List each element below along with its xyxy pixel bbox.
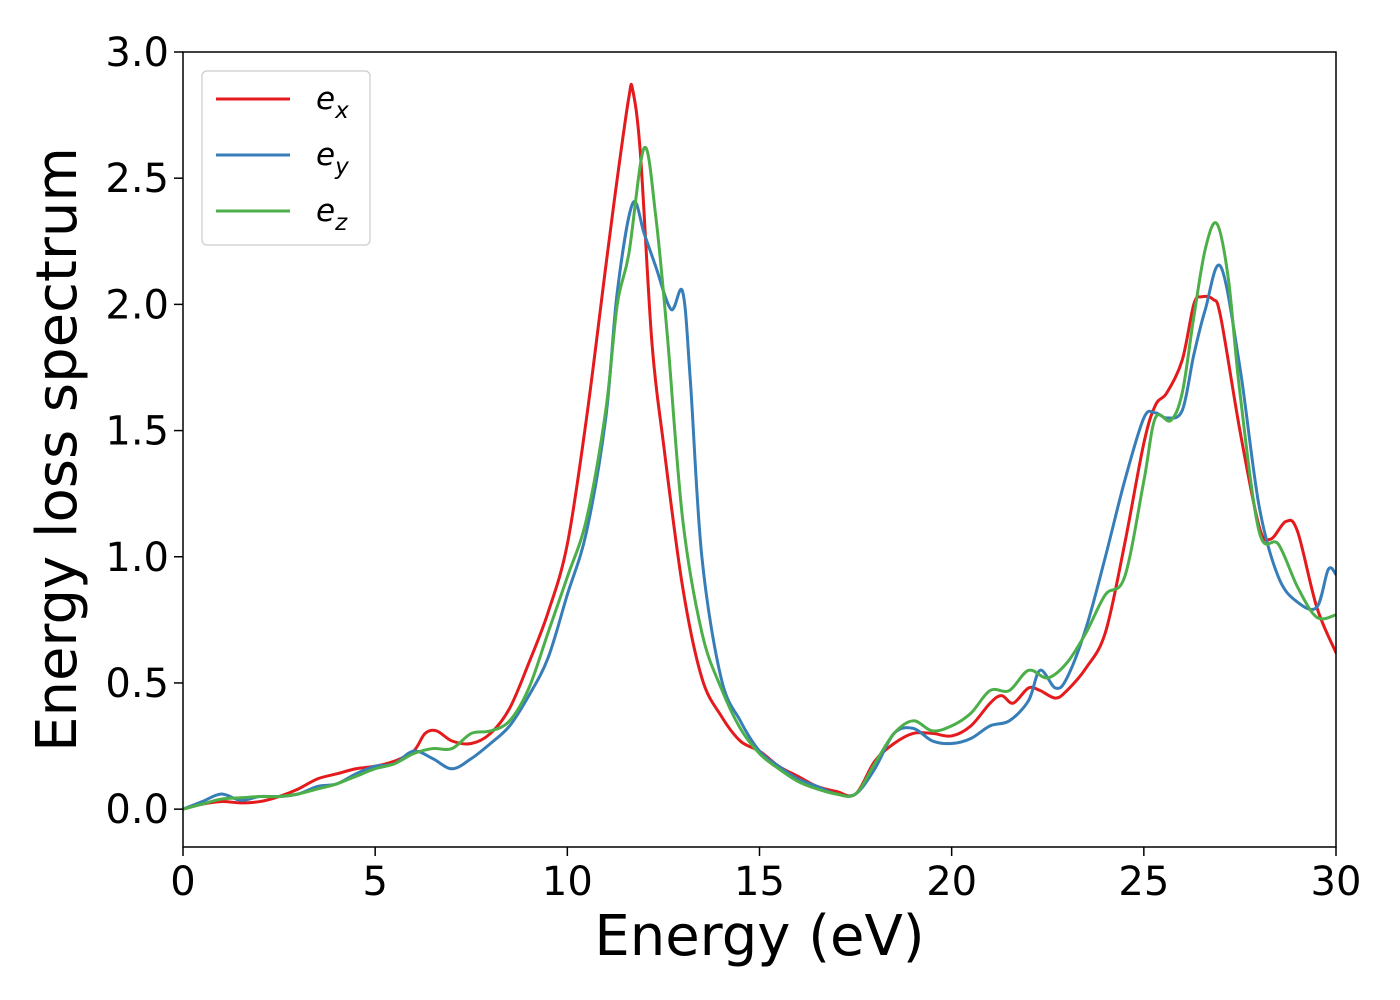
x-axis-title: Energy (eV) <box>594 904 924 969</box>
y-tick-label: 1.5 <box>105 409 169 455</box>
x-tick-label: 15 <box>734 859 785 905</box>
x-tick-label: 30 <box>1311 859 1362 905</box>
legend-box <box>201 70 371 246</box>
y-tick-label: 2.5 <box>105 156 169 202</box>
x-tick-label: 10 <box>542 859 593 905</box>
x-tick-label: 0 <box>170 859 195 905</box>
y-tick-label: 0.5 <box>105 661 169 707</box>
y-tick-label: 2.0 <box>105 282 169 328</box>
legend-label-y: ey <box>316 137 349 180</box>
x-tick-label: 20 <box>926 859 977 905</box>
y-axis-title: Energy loss spectrum <box>25 147 90 752</box>
legend: ex ey ez <box>201 70 371 246</box>
series-line-y <box>183 200 1336 811</box>
ticks-layer: 0 5 10 15 20 25 30 0.0 0.5 1.0 1.5 2.0 2.5 3.0 <box>105 30 1361 905</box>
series-layer <box>183 82 1336 811</box>
x-tick-label: 5 <box>362 859 387 905</box>
y-tick-label: 1.0 <box>105 535 169 581</box>
legend-label-z: ez <box>316 193 348 236</box>
y-tick-label: 0.0 <box>105 787 169 833</box>
series-line-z <box>183 145 1336 811</box>
x-tick-label: 25 <box>1118 859 1169 905</box>
legend-label-x: ex <box>316 81 349 124</box>
y-tick-label: 3.0 <box>105 30 169 76</box>
